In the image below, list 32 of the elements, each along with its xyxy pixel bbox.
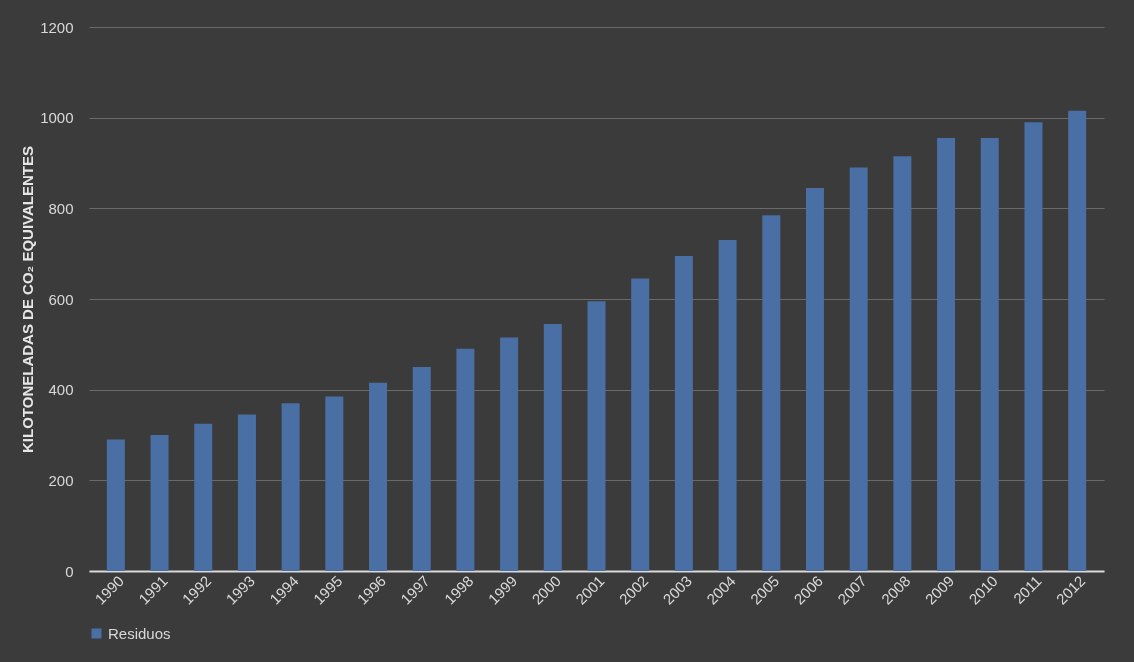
bar: [937, 138, 956, 571]
y-tick-label: 600: [48, 290, 74, 308]
bar: [762, 215, 781, 571]
bar: [805, 187, 824, 571]
bar: [543, 323, 562, 571]
bar: [237, 414, 256, 571]
y-axis-title: KILOTONELADAS DE CO₂ EQUIVALENTES: [19, 146, 37, 453]
bar: [150, 435, 169, 571]
y-tick-label: 400: [48, 381, 74, 399]
bar: [1024, 122, 1043, 571]
y-tick-label: 200: [48, 471, 74, 489]
y-tick-label: 1000: [40, 109, 74, 127]
bar: [369, 382, 388, 571]
bar: [631, 278, 650, 571]
bar: [325, 396, 344, 571]
bar: [412, 367, 431, 571]
y-tick-label: 1200: [40, 18, 74, 36]
bar: [674, 255, 693, 571]
bar: [1068, 110, 1087, 571]
bar: [718, 240, 737, 571]
bar: [281, 403, 300, 571]
y-tick-label: 800: [48, 199, 74, 217]
y-tick-label: 0: [65, 562, 74, 580]
bar: [587, 301, 606, 571]
bar: [106, 439, 125, 571]
bar: [893, 156, 912, 571]
legend-label: Residuos: [108, 624, 171, 642]
bar: [194, 423, 213, 571]
bar: [500, 337, 519, 571]
bar: [456, 348, 475, 571]
bar: [980, 138, 999, 571]
bar: [849, 167, 868, 571]
